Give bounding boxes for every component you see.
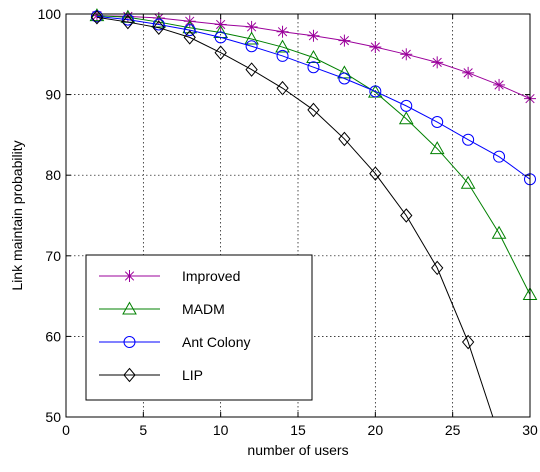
y-tick-label-60: 60 [45, 328, 61, 344]
axis-ticks: 0 5 10 15 20 25 30 50 60 70 80 90 100 [38, 6, 538, 438]
point-madm-16 [306, 50, 321, 64]
point-madm-26 [460, 175, 476, 189]
point-lip-4 [121, 14, 135, 30]
point-madm-22 [398, 111, 414, 125]
point-improved-18 [338, 34, 351, 47]
point-madm-18 [337, 65, 352, 79]
point-ant-colony-24 [431, 116, 444, 129]
x-axis-label: number of users [247, 442, 348, 458]
point-lip-8 [183, 30, 196, 45]
point-lip-14 [276, 80, 289, 96]
point-lip-22 [400, 208, 413, 223]
point-improved-24 [431, 56, 444, 69]
x-tick-label-5: 5 [139, 422, 147, 438]
legend-marker-ant-colony [123, 336, 136, 348]
x-tick-label-0: 0 [62, 422, 70, 438]
series-line-lip [96, 16, 494, 418]
point-ant-colony-16 [307, 61, 320, 74]
point-madm-6 [151, 14, 167, 28]
point-ant-colony-22 [400, 99, 413, 112]
point-ant-colony-28 [493, 150, 506, 163]
point-lip-26 [461, 334, 475, 350]
point-lip-16 [307, 102, 320, 118]
point-improved-12 [245, 20, 258, 33]
point-ant-colony-10 [214, 31, 227, 44]
legend-marker-lip [123, 367, 136, 383]
point-improved-22 [400, 48, 413, 61]
point-lip-2 [90, 9, 104, 25]
y-tick-label-100: 100 [38, 6, 62, 22]
y-axis-label: Link maintain probability [9, 140, 25, 290]
point-improved-28 [493, 78, 506, 91]
y-tick-label-90: 90 [45, 87, 61, 103]
legend-entry-ant-colony: Ant Colony [99, 334, 250, 350]
point-ant-colony-6 [152, 18, 165, 31]
y-tick-label-70: 70 [45, 248, 61, 264]
series-ant-colony [90, 10, 536, 186]
point-ant-colony-8 [183, 24, 196, 37]
x-tick-label-15: 15 [290, 422, 306, 438]
point-ant-colony-26 [462, 133, 475, 146]
legend-label-ant-colony: Ant Colony [182, 334, 250, 350]
point-improved-10 [214, 18, 227, 31]
point-lip-20 [369, 166, 382, 181]
point-madm-28 [491, 225, 507, 239]
series-lip [90, 9, 494, 418]
point-lip-6 [152, 20, 165, 35]
legend-label-lip: LIP [182, 367, 203, 383]
x-tick-label-20: 20 [368, 422, 384, 438]
x-tick-label-10: 10 [213, 422, 229, 438]
point-lip-18 [338, 131, 351, 147]
series-madm [89, 8, 538, 300]
point-ant-colony-18 [338, 72, 351, 85]
point-improved-16 [307, 29, 320, 42]
series-line-madm [96, 15, 531, 295]
legend-label-improved: Improved [182, 268, 240, 284]
point-ant-colony-12 [245, 40, 258, 53]
point-ant-colony-20 [369, 85, 382, 98]
point-ant-colony-14 [276, 49, 289, 62]
legend: Improved MADM Ant Colony LIP [85, 254, 313, 401]
y-tick-label-80: 80 [45, 167, 61, 183]
x-tick-label-25: 25 [445, 422, 461, 438]
point-madm-24 [429, 141, 445, 155]
point-improved-14 [276, 25, 289, 38]
series-line-ant-colony [96, 15, 531, 180]
legend-label-madm: MADM [182, 301, 225, 317]
point-madm-14 [275, 39, 290, 53]
point-lip-10 [214, 45, 227, 60]
legend-marker-improved [123, 270, 136, 282]
legend-entry-madm: MADM [99, 301, 225, 317]
legend-marker-madm [122, 301, 137, 315]
point-improved-26 [462, 66, 475, 79]
point-lip-12 [245, 62, 258, 77]
point-madm-8 [182, 20, 198, 34]
legend-entry-improved: Improved [99, 268, 240, 284]
point-lip-24 [431, 260, 444, 276]
series-layer [89, 8, 538, 418]
legend-entry-lip: LIP [99, 367, 203, 383]
x-tick-label-30: 30 [522, 422, 538, 438]
y-tick-label-50: 50 [45, 409, 61, 425]
point-improved-20 [369, 41, 382, 54]
point-madm-12 [244, 31, 259, 45]
legend-box [85, 254, 313, 401]
